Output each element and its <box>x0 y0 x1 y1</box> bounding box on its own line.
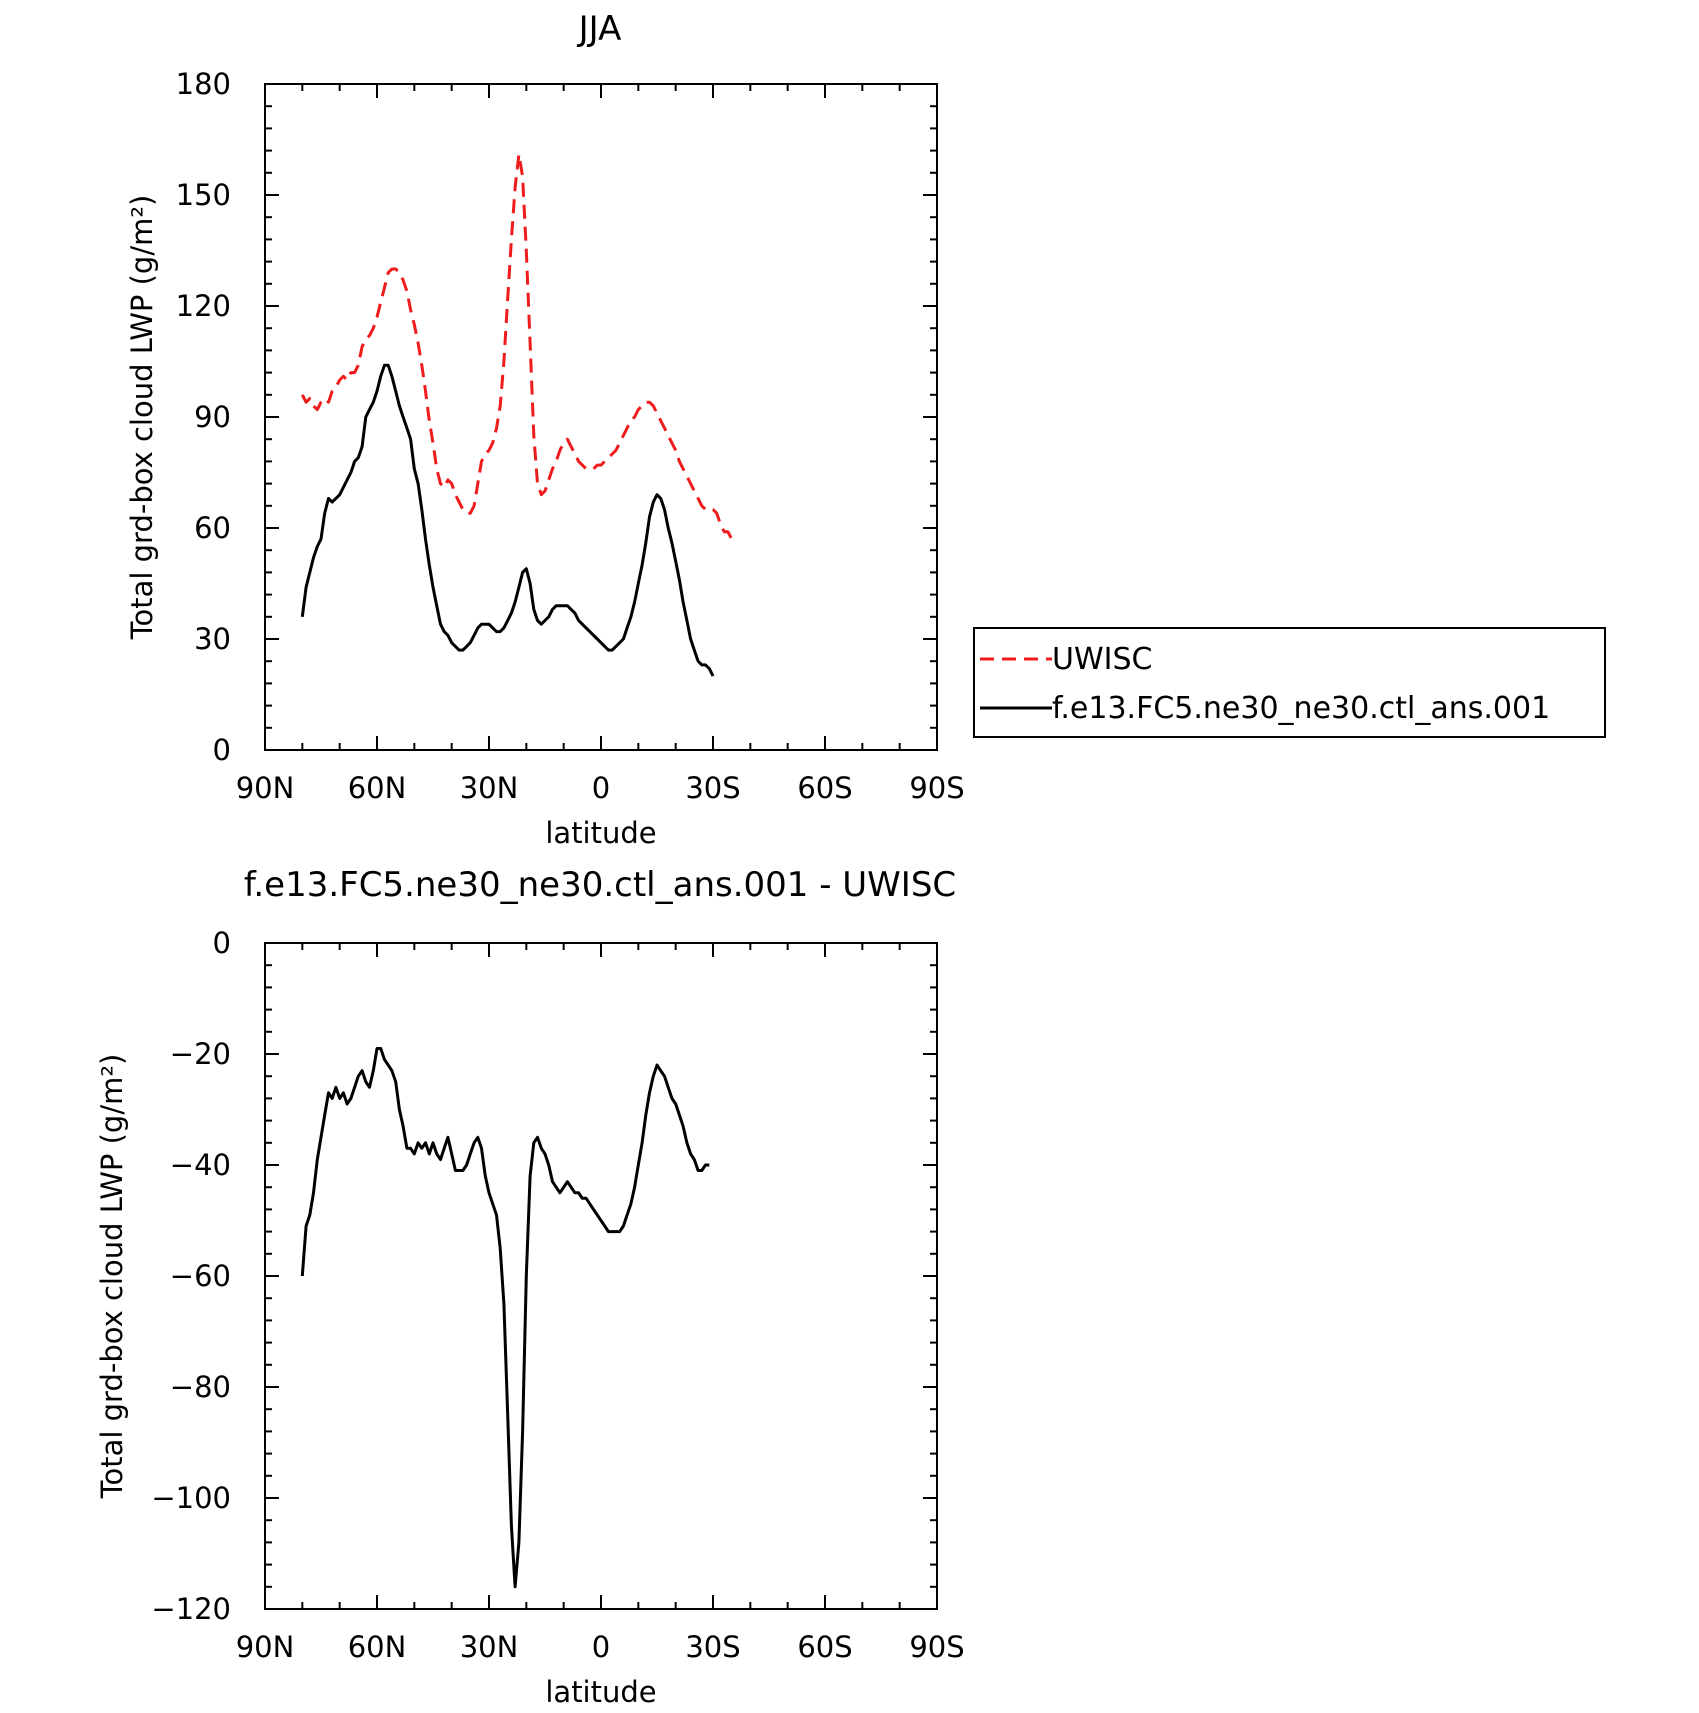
y-tick-label: −120 <box>151 1592 231 1626</box>
y-tick-label: 90 <box>194 400 231 434</box>
x-tick-label: 90N <box>236 771 295 805</box>
y-axis-title: Total grd-box cloud LWP (g/m²) <box>95 1054 129 1500</box>
x-tick-label: 30S <box>685 771 740 805</box>
y-tick-label: 60 <box>194 511 231 545</box>
legend-box <box>973 627 1606 738</box>
legend: UWISC f.e13.FC5.ne30_ne30.ctl_ans.001 <box>973 627 1606 738</box>
x-tick-label: 90N <box>236 1630 295 1664</box>
legend-label-2: f.e13.FC5.ne30_ne30.ctl_ans.001 <box>1052 691 1550 726</box>
chart-panel-1: JJA 90N 60N 30N 0 30S 60S 90S 0 30 60 90 120 150 180 la… <box>125 9 1606 850</box>
y-tick-label: 30 <box>194 622 231 656</box>
x-tick-label: 30N <box>460 1630 519 1664</box>
y-tick-label: −60 <box>170 1259 231 1293</box>
x-tick-label: 60S <box>797 1630 852 1664</box>
y-tick-label: 120 <box>176 289 231 323</box>
plot-frame <box>264 942 938 1610</box>
x-tick-label: 60N <box>348 1630 407 1664</box>
chart-title: f.e13.FC5.ne30_ne30.ctl_ans.001 - UWISC <box>244 865 956 905</box>
x-tick-label: 90S <box>909 1630 964 1664</box>
x-tick-label: 60N <box>348 771 407 805</box>
chart-panel-2: f.e13.FC5.ne30_ne30.ctl_ans.001 - UWISC 9… <box>95 865 965 1709</box>
y-tick-label: −80 <box>170 1370 231 1404</box>
y-tick-label: −20 <box>170 1037 231 1071</box>
y-axis-title: Total grd-box cloud LWP (g/m²) <box>125 195 159 641</box>
series-line-2 <box>300 363 715 677</box>
x-tick-label: 0 <box>592 771 610 805</box>
x-tick-label: 90S <box>909 771 964 805</box>
legend-label-1: UWISC <box>1052 642 1152 677</box>
chart-title: JJA <box>577 9 622 49</box>
x-tick-label: 30N <box>460 771 519 805</box>
y-tick-label: 150 <box>176 178 231 212</box>
y-tick-label: 0 <box>213 926 231 960</box>
y-tick-label: 180 <box>176 67 231 101</box>
y-tick-label: −100 <box>151 1481 231 1515</box>
x-axis-title: latitude <box>545 1675 656 1709</box>
series-line-1 <box>300 1047 710 1589</box>
y-tick-label: 0 <box>213 733 231 767</box>
x-axis-title: latitude <box>545 816 656 850</box>
x-tick-label: 0 <box>592 1630 610 1664</box>
series-line-1 <box>300 152 734 540</box>
x-tick-label: 30S <box>685 1630 740 1664</box>
y-tick-label: −40 <box>170 1148 231 1182</box>
x-tick-label: 60S <box>797 771 852 805</box>
